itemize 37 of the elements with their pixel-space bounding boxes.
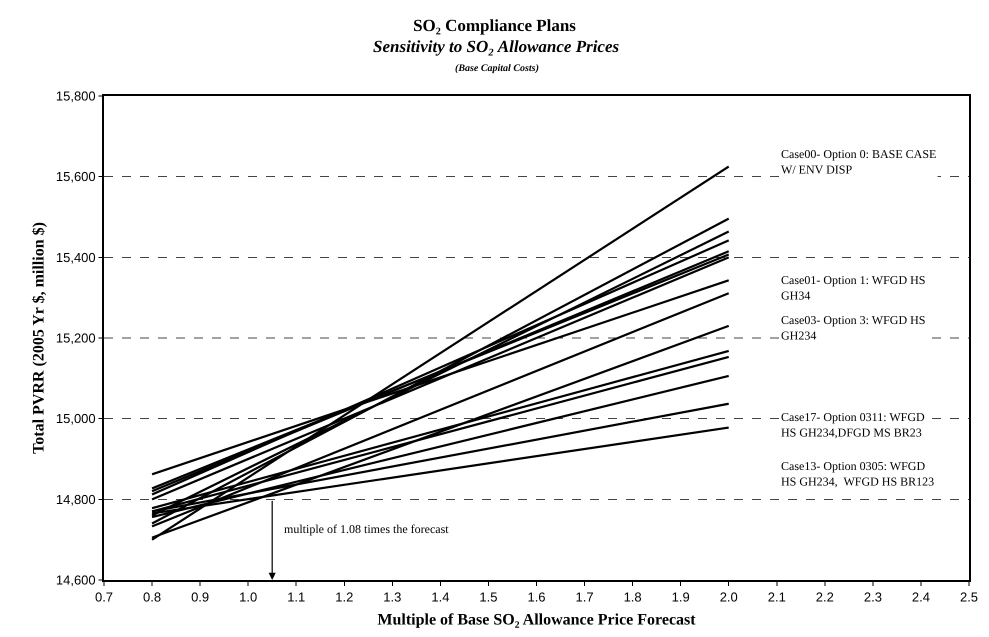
x-tick-label: 2.3 bbox=[864, 589, 882, 604]
x-tick-label: 2.1 bbox=[768, 589, 786, 604]
y-tick-label: 15,200 bbox=[56, 330, 96, 346]
x-axis-title: Multiple of Base SO₂ Allowance Price Forecast bbox=[377, 612, 696, 629]
x-tick-label: 0.8 bbox=[143, 589, 162, 604]
x-tick-label: 1.8 bbox=[624, 589, 642, 604]
x-tick-label: 1.4 bbox=[431, 589, 450, 604]
y-tick-label: 14,800 bbox=[56, 492, 96, 507]
text: (Base Capital Costs) bbox=[455, 63, 539, 74]
x-tick-label: 1.2 bbox=[335, 589, 354, 604]
chart-subtitle: Sensitivity to SO₂ Allowance Prices bbox=[373, 37, 620, 56]
x-tick-label: 1.0 bbox=[239, 589, 258, 604]
x-tick-label: 1.9 bbox=[672, 589, 690, 604]
x-tick-label: 2.2 bbox=[816, 589, 834, 604]
y-tick-label: 15,400 bbox=[56, 250, 96, 265]
x-tick-label: 2.0 bbox=[720, 589, 738, 604]
annotation: multiple of 1.08 times the forecast bbox=[284, 522, 450, 536]
x-tick-label: 1.3 bbox=[383, 589, 402, 604]
y-tick-label: 15,600 bbox=[56, 169, 96, 184]
annotation: Case03- Option 3: WFGD HS GH234 bbox=[781, 313, 926, 343]
x-tick-label: 2.5 bbox=[960, 589, 978, 604]
y-tick-label: 15,000 bbox=[56, 411, 96, 426]
x-tick-label: 1.5 bbox=[479, 589, 498, 604]
x-tick-label: 1.7 bbox=[576, 589, 594, 604]
annotation: Case13- Option 0305: WFGD HS GH234, WFGD HS BR123 bbox=[781, 459, 934, 489]
annotation: Case00- Option 0: BASE CASE W/ ENV DISP bbox=[781, 147, 936, 177]
x-tick-label: 0.9 bbox=[191, 589, 210, 604]
y-axis-title: Total PVRR (2005 Yr $, million $) bbox=[30, 222, 48, 454]
y-tick-label: 15,800 bbox=[56, 88, 96, 104]
x-tick-label: 1.6 bbox=[527, 589, 546, 604]
annotation: Case17- Option 0311: WFGD HS GH234,DFGD MS BR23 bbox=[781, 410, 925, 440]
annotation: Case01- Option 1: WFGD HS GH34 bbox=[781, 273, 926, 303]
x-tick-label: 2.4 bbox=[912, 589, 930, 604]
y-tick-label: 14,600 bbox=[56, 572, 96, 588]
x-tick-label: 0.7 bbox=[94, 589, 114, 604]
chart-title: SO₂ Compliance Plans bbox=[413, 16, 576, 35]
x-tick-label: 1.1 bbox=[287, 589, 306, 604]
